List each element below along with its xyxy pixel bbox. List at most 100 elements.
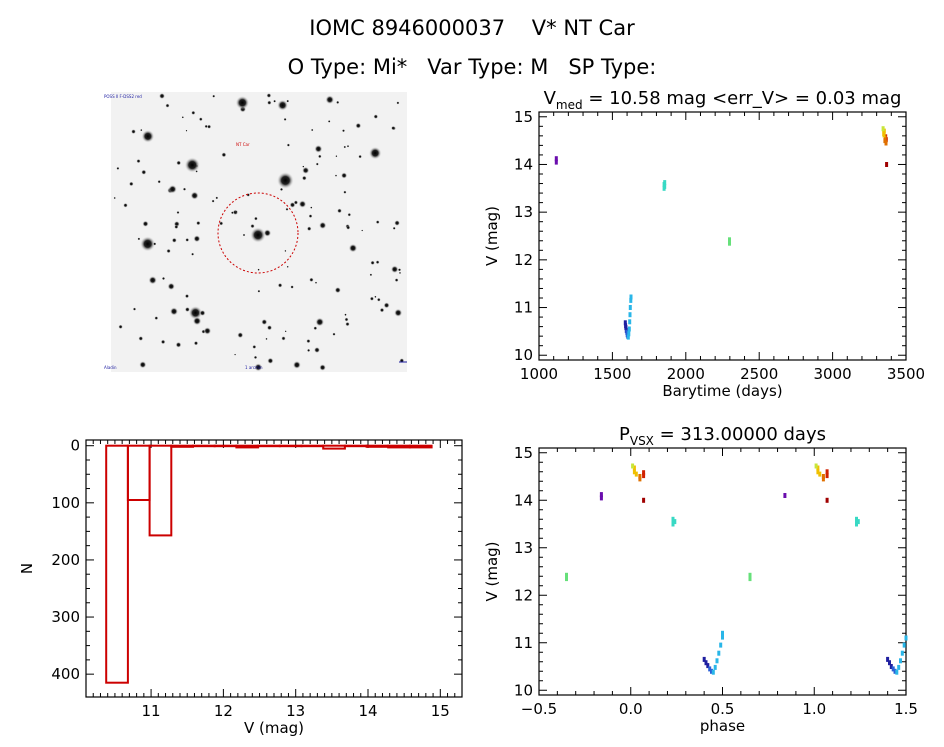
y-axis-label: N [18, 563, 36, 574]
x-tick-label: 11 [142, 702, 161, 720]
star-blob [302, 166, 310, 175]
light-curve-chart: 1000 1500 2000 2500 3000 3500 10 11 12 13 14 15 Bary… [483, 88, 925, 400]
plot-frame [538, 111, 907, 361]
star-blob [174, 224, 179, 230]
star-blob [123, 202, 128, 208]
star-blob [193, 340, 199, 346]
star-blob [190, 191, 199, 200]
data-point [748, 576, 752, 582]
data-point [719, 642, 723, 648]
star-blob [334, 174, 338, 177]
plot-frame [85, 439, 463, 698]
star-blob [182, 187, 187, 191]
star-blob [199, 309, 206, 317]
star-blob [284, 330, 287, 333]
star-id: IOMC 8946000037 [309, 16, 506, 40]
star-blob [191, 252, 195, 256]
data-point [885, 162, 889, 167]
data-point [632, 469, 636, 475]
x-tick-label: 2500 [740, 365, 778, 383]
data-point [624, 325, 628, 331]
star-blob [212, 94, 216, 98]
data-point [599, 492, 603, 498]
star-blob [332, 332, 336, 336]
star-blob [237, 332, 244, 339]
data-point [881, 126, 885, 132]
star-blob [341, 129, 346, 133]
star-blob [286, 143, 291, 147]
star-blob [203, 327, 212, 335]
data-point [702, 656, 706, 662]
compass-icon [399, 361, 407, 363]
star-blob [369, 296, 375, 301]
star-blob [116, 166, 120, 170]
star-blob [337, 208, 342, 214]
data-point [599, 495, 603, 501]
star-blob [368, 146, 382, 160]
data-point [856, 519, 860, 525]
histogram-bar [300, 444, 325, 448]
star-blob [188, 305, 203, 320]
star-blob [394, 308, 403, 317]
star-blob [157, 179, 161, 184]
star-blob [153, 242, 157, 246]
target-circle [217, 192, 299, 274]
star-blob [306, 226, 312, 232]
data-point [623, 320, 627, 326]
x-tick-label: 14 [358, 702, 377, 720]
data-point [631, 463, 635, 469]
data-point [721, 634, 724, 640]
star-blob [257, 268, 260, 271]
data-point [814, 463, 818, 469]
star-blob [219, 221, 224, 226]
star-blob [398, 271, 402, 275]
sky-image: POSS II F-DSS2 red NT Car Aladin 1 arcmi… [104, 92, 407, 372]
star-blob [348, 243, 358, 253]
star-blob [390, 265, 399, 274]
data-point [748, 572, 752, 578]
histogram-bar [213, 444, 238, 448]
x-axis-label: phase [700, 717, 745, 735]
data-point [638, 474, 642, 479]
star-blob [344, 313, 347, 316]
chart-title: Vmed = 10.58 mag <err_V> = 0.03 mag [544, 88, 902, 112]
y-tick-label: 10 [514, 681, 533, 699]
star-blob [306, 348, 311, 353]
data-point [902, 642, 906, 648]
y-tick-label: 400 [51, 665, 80, 683]
x-tick-label: 13 [286, 702, 305, 720]
star-blob [313, 326, 318, 331]
star-blob [266, 325, 273, 331]
data-point [893, 668, 897, 674]
star-blob [235, 95, 250, 110]
star-blob [139, 236, 156, 252]
x-tick-label: 3000 [814, 365, 852, 383]
star-blob [234, 353, 237, 356]
star-blob [193, 235, 201, 243]
data-point [816, 465, 820, 471]
x-tick-label: −0.5 [521, 700, 557, 718]
star-blob [167, 282, 175, 291]
star-blob [181, 116, 184, 119]
star-blob [394, 278, 399, 283]
data-point [825, 469, 829, 475]
y-axis-label: V (mag) [483, 206, 501, 266]
star-blob [176, 210, 180, 215]
star-blob [309, 277, 314, 283]
star-blob [292, 360, 301, 369]
data-point [628, 305, 632, 310]
star-blob [160, 339, 166, 345]
data-point [671, 516, 675, 522]
star-blob [253, 216, 258, 221]
star-blob [132, 307, 137, 311]
star-blob [230, 211, 234, 215]
star-blob [315, 162, 319, 166]
y-tick-label: 300 [51, 608, 80, 626]
star-blob [253, 355, 258, 360]
y-tick-label: 12 [514, 251, 533, 269]
star-blob [347, 212, 352, 217]
star-blob [308, 214, 313, 219]
star-blob [355, 122, 362, 129]
star-blob [211, 199, 215, 203]
star-blob [198, 117, 203, 122]
